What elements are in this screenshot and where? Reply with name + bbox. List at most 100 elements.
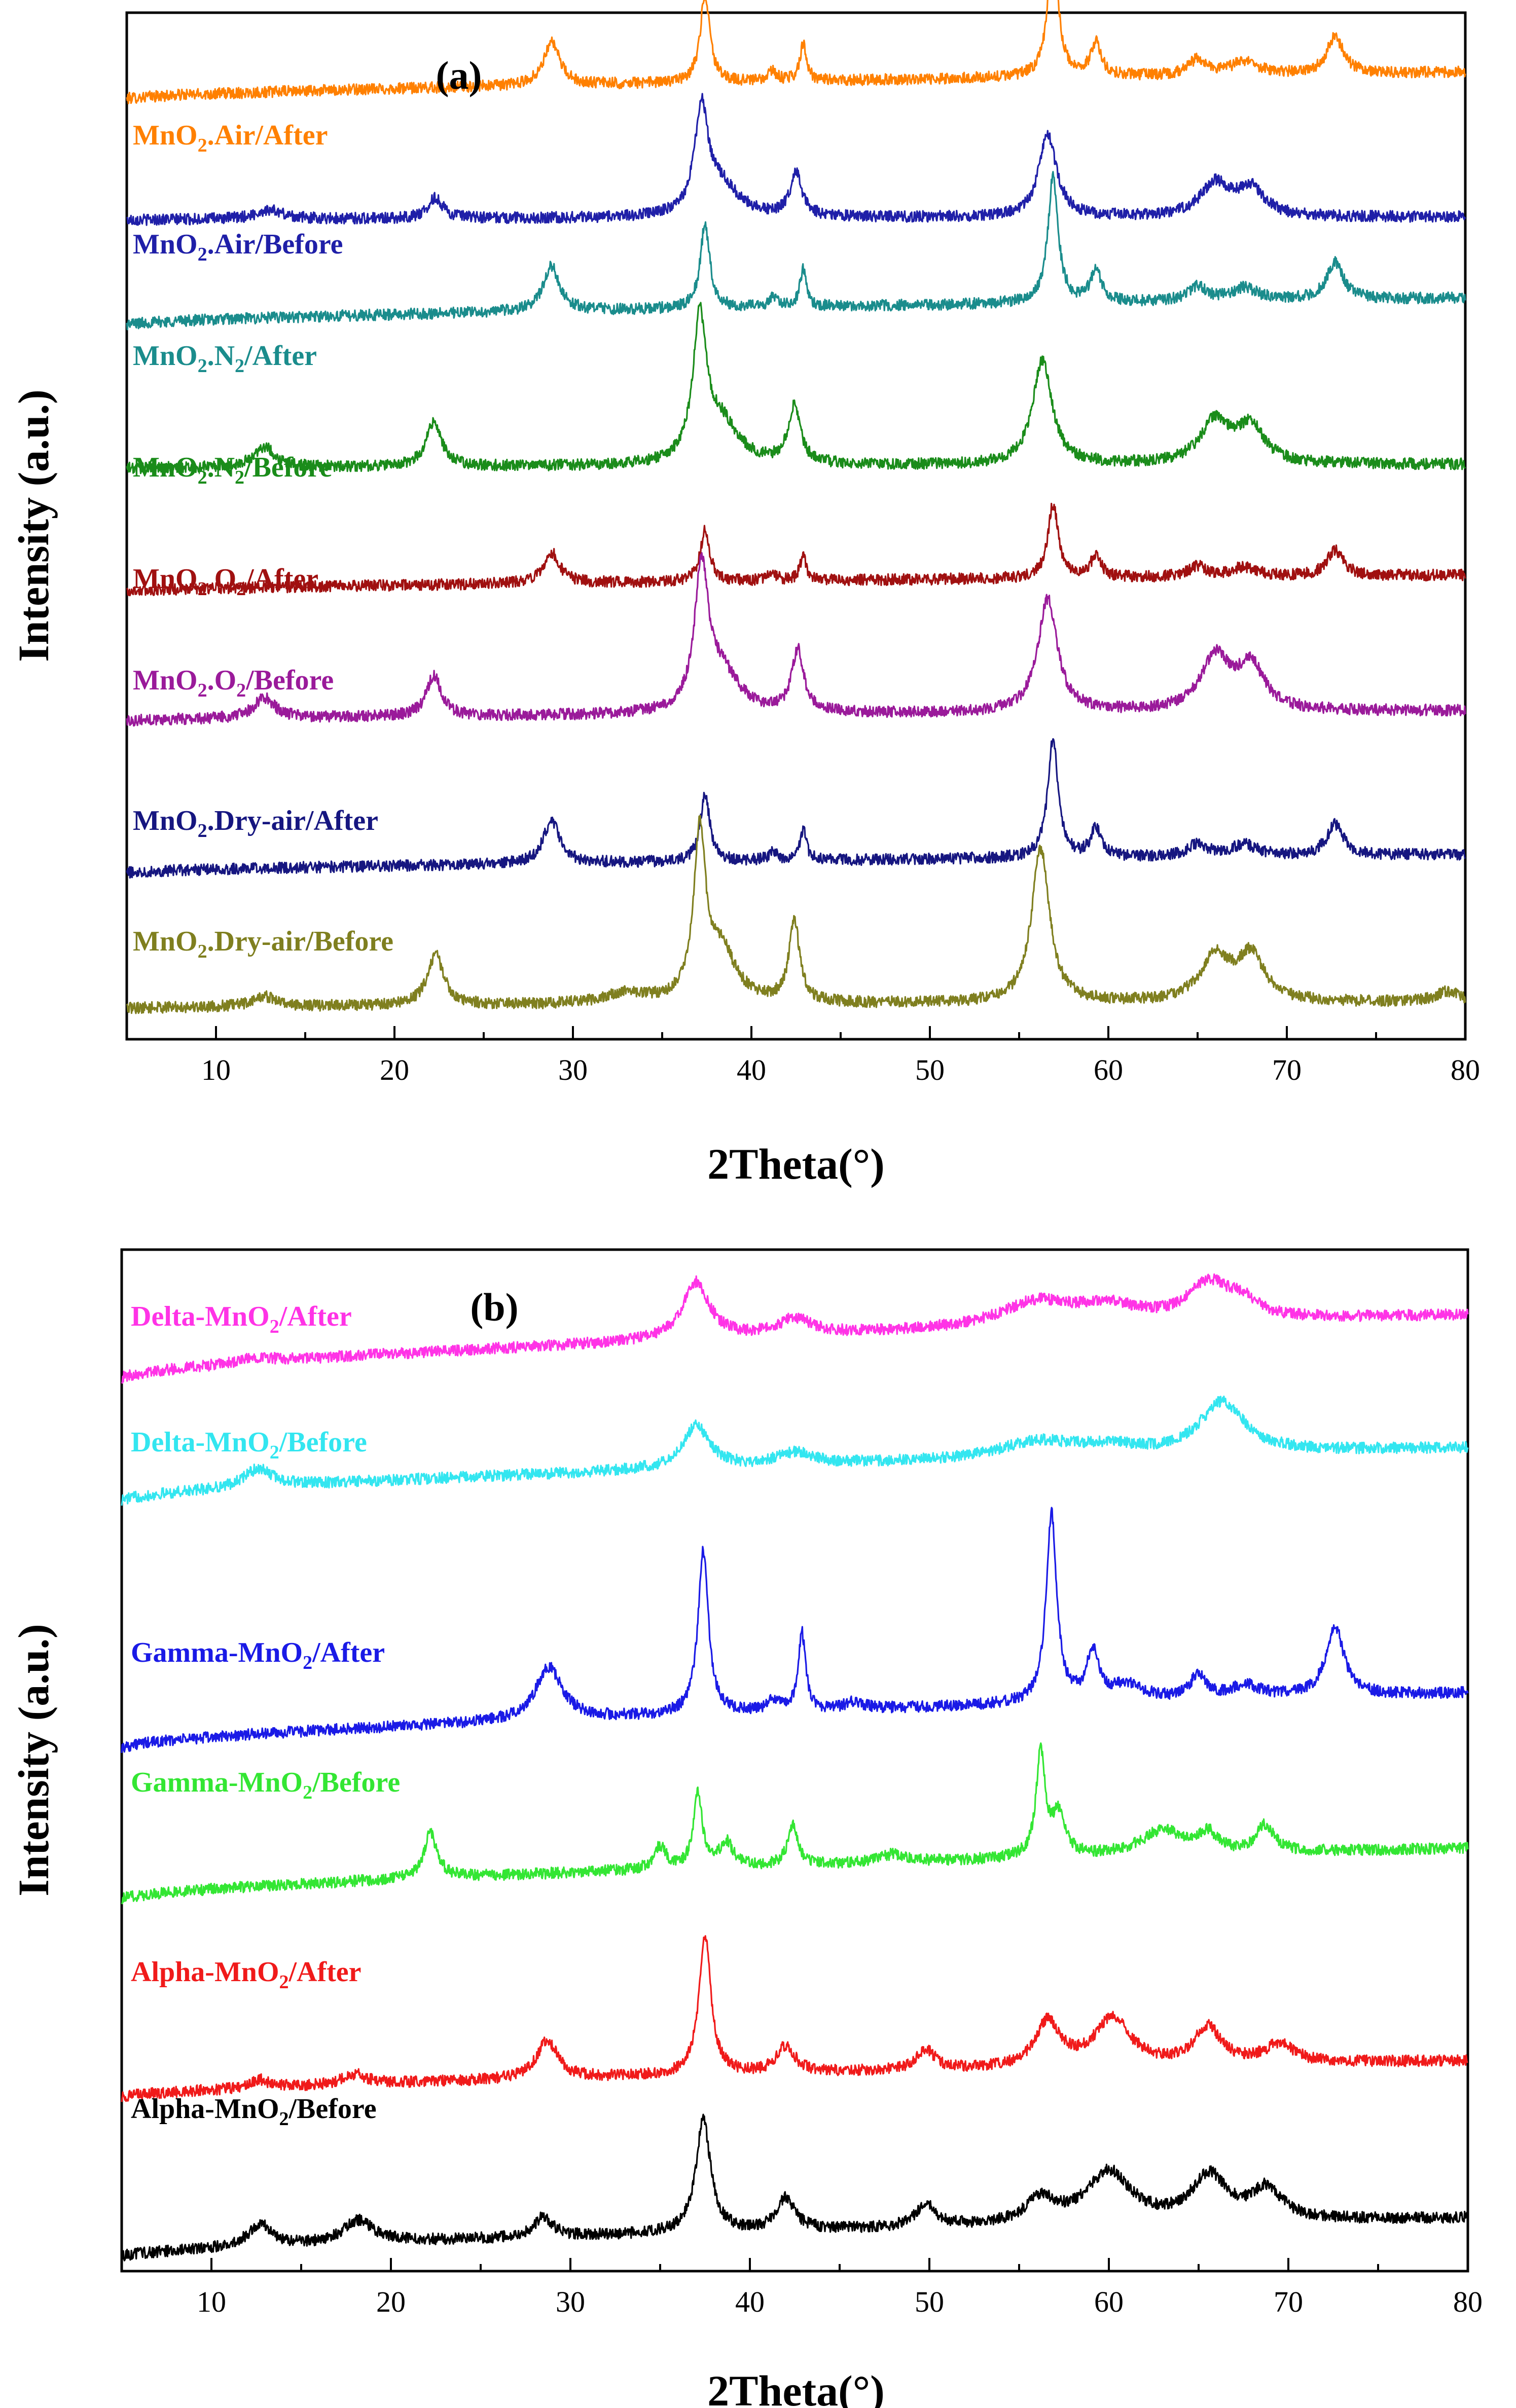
series-line	[126, 552, 1466, 727]
x-tick-label: 70	[1274, 2285, 1303, 2318]
series-label: Alpha-MnO2/After	[131, 1956, 362, 1993]
series-label-subscript: 2	[303, 1782, 312, 1803]
x-tick-label: 10	[197, 2285, 226, 2318]
panel-b-series-lines: Delta-MnO2/AfterDelta-MnO2/BeforeGamma-M…	[121, 1273, 1469, 2261]
x-tick-label: 40	[735, 2285, 765, 2318]
series-label-text: MnO	[133, 229, 198, 260]
series-label-subscript: 2	[270, 1442, 279, 1463]
panel-b-label: (b)	[470, 1285, 518, 1329]
series-line	[121, 1507, 1469, 1754]
series-line	[121, 2113, 1469, 2261]
series-label: Delta-MnO2/After	[131, 1301, 352, 1337]
series-label-text: .Dry-air/After	[207, 805, 378, 836]
panel-a: MnO2.Air/AfterMnO2.Air/BeforeMnO2.N2/Aft…	[9, 0, 1480, 1188]
series-label-text: /After	[312, 1637, 385, 1668]
series-label-text: MnO	[133, 665, 198, 696]
panel-a-series-lines: MnO2.Air/AfterMnO2.Air/BeforeMnO2.N2/Aft…	[126, 0, 1466, 1014]
panel-a-frame	[125, 11, 1467, 1041]
x-tick-label: 60	[1094, 1053, 1123, 1086]
x-tick-label: 80	[1453, 2285, 1483, 2318]
series-label-subscript: 2	[198, 467, 207, 488]
x-tick-label: 70	[1272, 1053, 1302, 1086]
series-label-text: MnO	[133, 563, 198, 595]
x-tick-label: 20	[376, 2285, 406, 2318]
series-label-text: MnO	[133, 120, 198, 151]
series-label-subscript: 2	[303, 1652, 312, 1673]
series-label-text: .Air/Before	[207, 229, 343, 260]
series-label-text: Gamma-MnO	[131, 1767, 303, 1798]
series-label-text: Gamma-MnO	[131, 1637, 303, 1668]
series-label-text: /After	[244, 340, 317, 372]
series-label: Delta-MnO2/Before	[131, 1427, 367, 1463]
series-label-subscript: 2	[198, 244, 207, 265]
series-label-text: /Before	[244, 452, 332, 483]
series-line	[121, 1742, 1469, 1905]
series-label-text: MnO	[133, 805, 198, 836]
series-label-text: /After	[279, 1301, 352, 1332]
series-label-subscript: 2	[198, 820, 207, 842]
panel-b-x-ticks: 10 20 30 40 50 60 70 80	[121, 2258, 1483, 2318]
series-label-text: Delta-MnO	[131, 1301, 270, 1332]
x-tick-label: 40	[737, 1053, 766, 1086]
series-label-subscript: 2	[198, 355, 207, 377]
series-label: MnO2.Dry-air/Before	[133, 926, 393, 962]
series-label-subscript: 2	[236, 680, 246, 701]
series-label-text: MnO	[133, 340, 198, 372]
series-label-text: /Before	[312, 1767, 400, 1798]
series-line	[126, 302, 1466, 475]
series-label-text: Delta-MnO	[131, 1427, 270, 1458]
series-label-text: /Before	[288, 2093, 377, 2125]
series-label-subscript: 2	[279, 2108, 289, 2130]
series-label-text: MnO	[133, 926, 198, 957]
series-label-subscript: 2	[198, 135, 207, 156]
x-tick-label: 50	[915, 2285, 944, 2318]
series-label: MnO2.O2/After	[133, 563, 318, 600]
series-label-subscript: 2	[198, 941, 207, 962]
x-tick-label: 30	[558, 1053, 588, 1086]
series-label-text: .Dry-air/Before	[207, 926, 393, 957]
series-label-subscript: 2	[235, 355, 244, 377]
series-line	[126, 93, 1466, 226]
series-label: MnO2.O2/Before	[133, 665, 334, 701]
series-label-subscript: 2	[279, 1972, 289, 1993]
series-line	[121, 1395, 1469, 1506]
series-label-text: Alpha-MnO	[131, 2093, 279, 2125]
panel-b: Delta-MnO2/AfterDelta-MnO2/BeforeGamma-M…	[9, 1248, 1483, 2408]
series-label-subscript: 2	[235, 467, 244, 488]
series-label: Gamma-MnO2/Before	[131, 1767, 400, 1803]
panel-a-x-axis-title: 2Theta(°)	[707, 1140, 885, 1188]
series-label-text: /Before	[245, 665, 334, 696]
series-line	[126, 502, 1466, 597]
panel-a-y-axis-title: Intensity (a.u.)	[9, 389, 58, 662]
series-line	[126, 738, 1466, 879]
series-label-text: MnO	[133, 452, 198, 483]
panel-b-y-axis-title: Intensity (a.u.)	[9, 1624, 58, 1896]
series-label-text: .O	[207, 563, 237, 595]
x-tick-label: 60	[1094, 2285, 1124, 2318]
series-line	[126, 171, 1466, 331]
series-label: MnO2.Air/After	[133, 120, 328, 156]
series-label: MnO2.Dry-air/After	[133, 805, 378, 842]
series-label-text: .N	[207, 452, 235, 483]
series-label: Alpha-MnO2/Before	[131, 2093, 377, 2130]
series-label-text: .Air/After	[207, 120, 328, 151]
series-label-text: /After	[288, 1956, 362, 1988]
x-tick-label: 30	[556, 2285, 585, 2318]
series-label-subscript: 2	[198, 680, 207, 701]
series-line	[126, 815, 1466, 1014]
series-label-subscript: 2	[270, 1316, 279, 1337]
series-label-text: Alpha-MnO	[131, 1956, 279, 1988]
series-label: MnO2.Air/Before	[133, 229, 343, 265]
series-line	[126, 0, 1466, 104]
series-label: MnO2.N2/Before	[133, 452, 332, 488]
series-label-subscript: 2	[198, 578, 207, 600]
series-line	[121, 1273, 1469, 1384]
series-label: Gamma-MnO2/After	[131, 1637, 385, 1673]
panel-a-label: (a)	[436, 53, 482, 97]
x-tick-label: 80	[1451, 1053, 1480, 1086]
series-label-text: .O	[207, 665, 237, 696]
series-label: MnO2.N2/After	[133, 340, 317, 377]
x-tick-label: 10	[201, 1053, 231, 1086]
series-label-text: .N	[207, 340, 235, 372]
